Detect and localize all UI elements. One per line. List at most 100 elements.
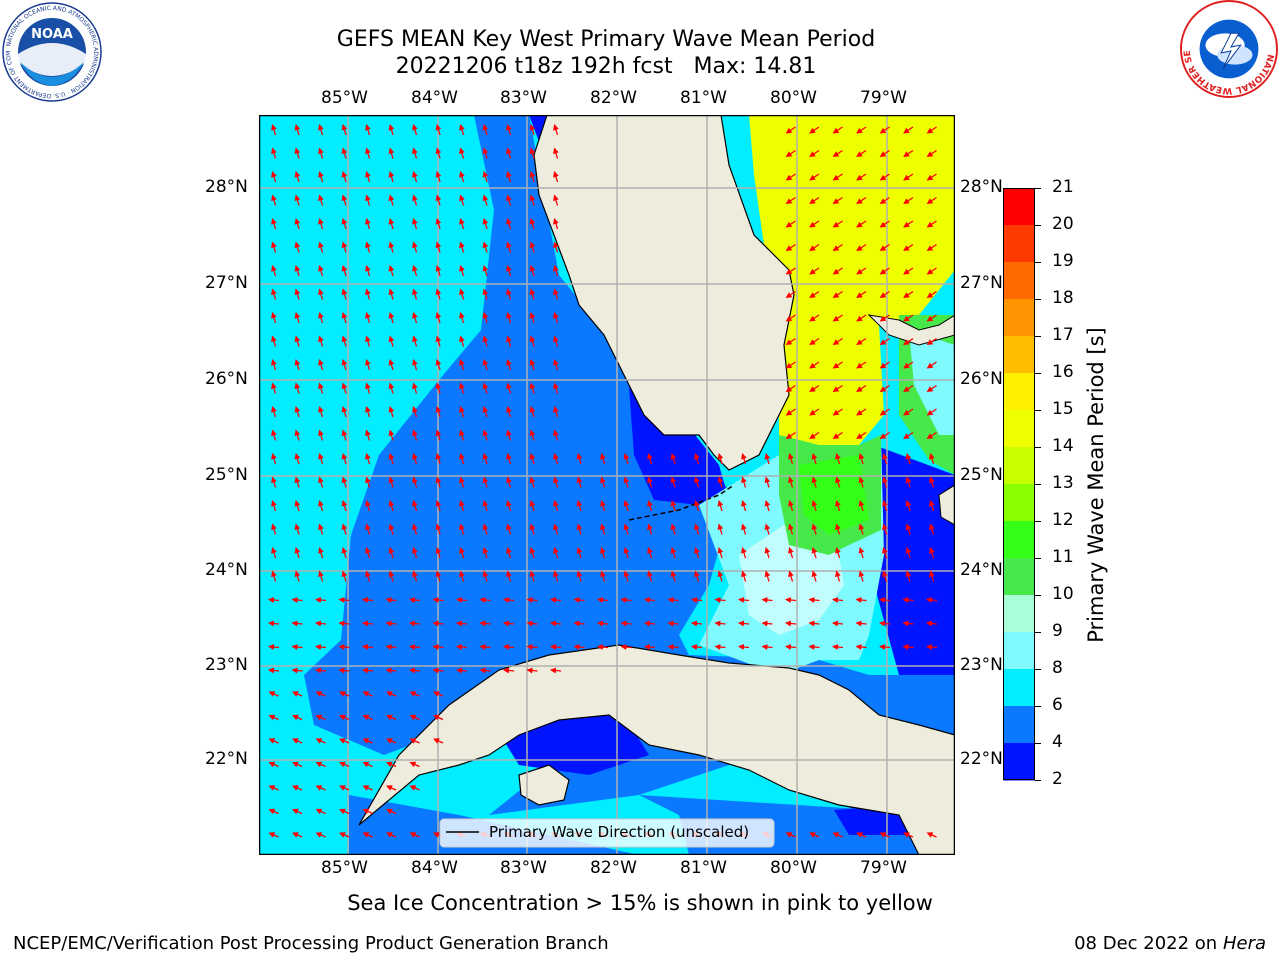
wave-arrow [647, 476, 653, 488]
wave-arrow [926, 337, 937, 346]
wave-arrow [315, 644, 327, 650]
wave-arrow [341, 570, 348, 582]
wave-arrow [832, 597, 844, 603]
lon-tick-label: 80°W [770, 858, 817, 878]
wave-arrow [365, 147, 371, 159]
wave-arrow [388, 476, 395, 488]
wave-arrow [785, 314, 796, 322]
wave-arrow [388, 382, 395, 394]
wave-arrow [459, 547, 465, 559]
wave-arrow [409, 597, 421, 603]
wave-arrow [576, 523, 583, 535]
wave-arrow [318, 171, 324, 183]
wave-arrow [506, 476, 512, 488]
wave-arrow [294, 147, 301, 159]
wave-arrow [506, 124, 512, 136]
wave-arrow [738, 644, 750, 650]
wave-arrow [339, 808, 350, 815]
wave-arrow [435, 194, 442, 206]
wave-arrow [879, 361, 890, 369]
wave-arrow [271, 241, 277, 253]
wave-arrow [858, 570, 865, 582]
wave-arrow [503, 644, 515, 650]
wave-arrow [292, 691, 303, 697]
noaa-logo: NATIONAL OCEANIC AND ATMOSPHERIC ADMINIS… [2, 2, 102, 102]
wave-arrow [338, 620, 350, 627]
wave-arrow [271, 476, 277, 488]
wave-arrow [553, 476, 559, 488]
wave-arrow [879, 431, 890, 440]
wave-arrow [362, 714, 373, 721]
map-frame [259, 115, 955, 855]
wave-arrow [553, 171, 559, 183]
wave-arrow [388, 335, 395, 347]
wave-arrow [318, 194, 324, 206]
lat-tick-label: 23°N [205, 655, 248, 675]
wave-arrow [435, 406, 442, 418]
wave-arrow [388, 359, 395, 371]
wave-arrow [482, 453, 489, 465]
wave-arrow [315, 691, 326, 697]
wave-arrow [809, 220, 820, 228]
wave-arrow [856, 267, 867, 275]
wave-arrow [388, 453, 395, 465]
wave-arrow [315, 832, 326, 838]
wave-arrow [409, 644, 421, 650]
wave-arrow [412, 171, 418, 183]
colorbar-segment [1003, 521, 1035, 559]
wave-arrow [479, 644, 491, 650]
wave-arrow [529, 147, 536, 159]
wave-arrow [268, 691, 279, 697]
wave-arrow [856, 384, 867, 393]
wave-arrow [362, 808, 373, 815]
wave-arrow [623, 453, 630, 465]
wave-arrow [268, 597, 280, 603]
wave-arrow [553, 218, 559, 230]
colorbar-tick-mark [1035, 373, 1041, 374]
wave-arrow [926, 431, 937, 440]
wave-arrow [271, 265, 277, 277]
wave-arrow [268, 738, 279, 744]
wave-arrow [879, 832, 890, 838]
colorbar-tick-mark [1035, 410, 1041, 411]
wave-arrow [667, 644, 679, 650]
colorbar-segment [1003, 336, 1035, 374]
wave-arrow [623, 570, 630, 582]
wave-arrow [785, 243, 796, 252]
wave-arrow [482, 570, 489, 582]
wave-arrow [809, 361, 820, 369]
wave-arrow [412, 288, 418, 300]
wave-arrow [809, 290, 820, 299]
lon-tick-label: 81°W [680, 88, 727, 108]
wave-arrow [385, 667, 397, 674]
wave-arrow [365, 171, 371, 183]
wave-arrow [388, 523, 395, 535]
wave-arrow [294, 194, 301, 206]
wave-arrow [764, 500, 771, 512]
wave-arrow [459, 241, 465, 253]
wave-arrow [879, 337, 890, 346]
wave-arrow [553, 570, 559, 582]
lat-tick-label: 22°N [960, 749, 1003, 769]
wave-arrow [294, 124, 301, 136]
wave-arrow [435, 382, 442, 394]
wave-arrow [856, 220, 867, 228]
wave-arrow [271, 429, 277, 441]
wave-arrow [365, 218, 371, 230]
wave-arrow [905, 453, 912, 465]
lat-tick-label: 23°N [960, 655, 1003, 675]
wave-arrow [365, 476, 371, 488]
wave-arrow [459, 523, 465, 535]
wave-arrow [811, 500, 818, 512]
wave-arrow [271, 406, 277, 418]
wave-arrow [879, 220, 890, 228]
wave-arrow [294, 312, 301, 324]
wave-arrow [529, 265, 536, 277]
wave-arrow [412, 570, 418, 582]
wave-arrow [482, 194, 489, 206]
lat-tick-label: 27°N [205, 273, 248, 293]
wave-arrow [292, 738, 303, 744]
wave-arrow [412, 218, 418, 230]
wave-arrow [482, 406, 489, 418]
wave-arrow [879, 644, 891, 650]
